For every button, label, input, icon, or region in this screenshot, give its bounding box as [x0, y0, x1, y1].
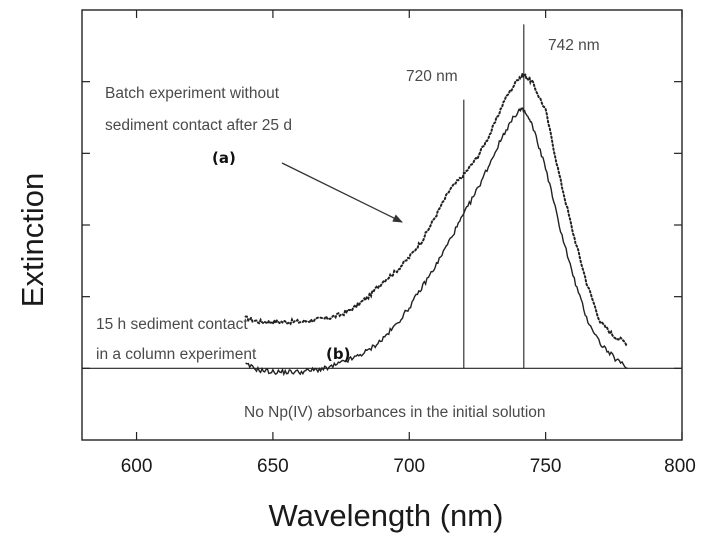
x-tick-label: 600 — [121, 456, 153, 477]
x-axis-ticks — [135, 10, 683, 440]
marker-label-720: 720 nm — [406, 68, 458, 85]
series-a-line — [244, 71, 629, 347]
column-annotation-line1: 15 h sediment contact — [96, 316, 248, 333]
x-tick-label: 750 — [530, 456, 562, 477]
no-absorbance-note: No Np(IV) absorbances in the initial sol… — [244, 404, 546, 421]
batch-annotation-line2: sediment contact after 25 d — [105, 117, 292, 134]
x-axis-tick-labels: 600 650 700 750 800 — [121, 456, 696, 477]
x-axis-title: Wavelength (nm) — [269, 498, 504, 533]
series-b-label: (b) — [326, 345, 350, 363]
marker-label-742: 742 nm — [548, 37, 600, 54]
annotation-arrow — [281, 162, 403, 223]
series-b-line — [245, 107, 628, 377]
y-axis-title: Extinction — [15, 173, 50, 307]
wavelength-marker-lines — [463, 24, 525, 369]
column-annotation-line2: in a column experiment — [96, 346, 257, 363]
x-tick-label: 650 — [257, 456, 289, 477]
x-tick-label: 800 — [664, 456, 696, 477]
plot-frame — [81, 9, 683, 441]
batch-annotation-line1: Batch experiment without — [105, 85, 280, 102]
series-a-label: (a) — [212, 149, 236, 167]
x-tick-label: 700 — [393, 456, 425, 477]
